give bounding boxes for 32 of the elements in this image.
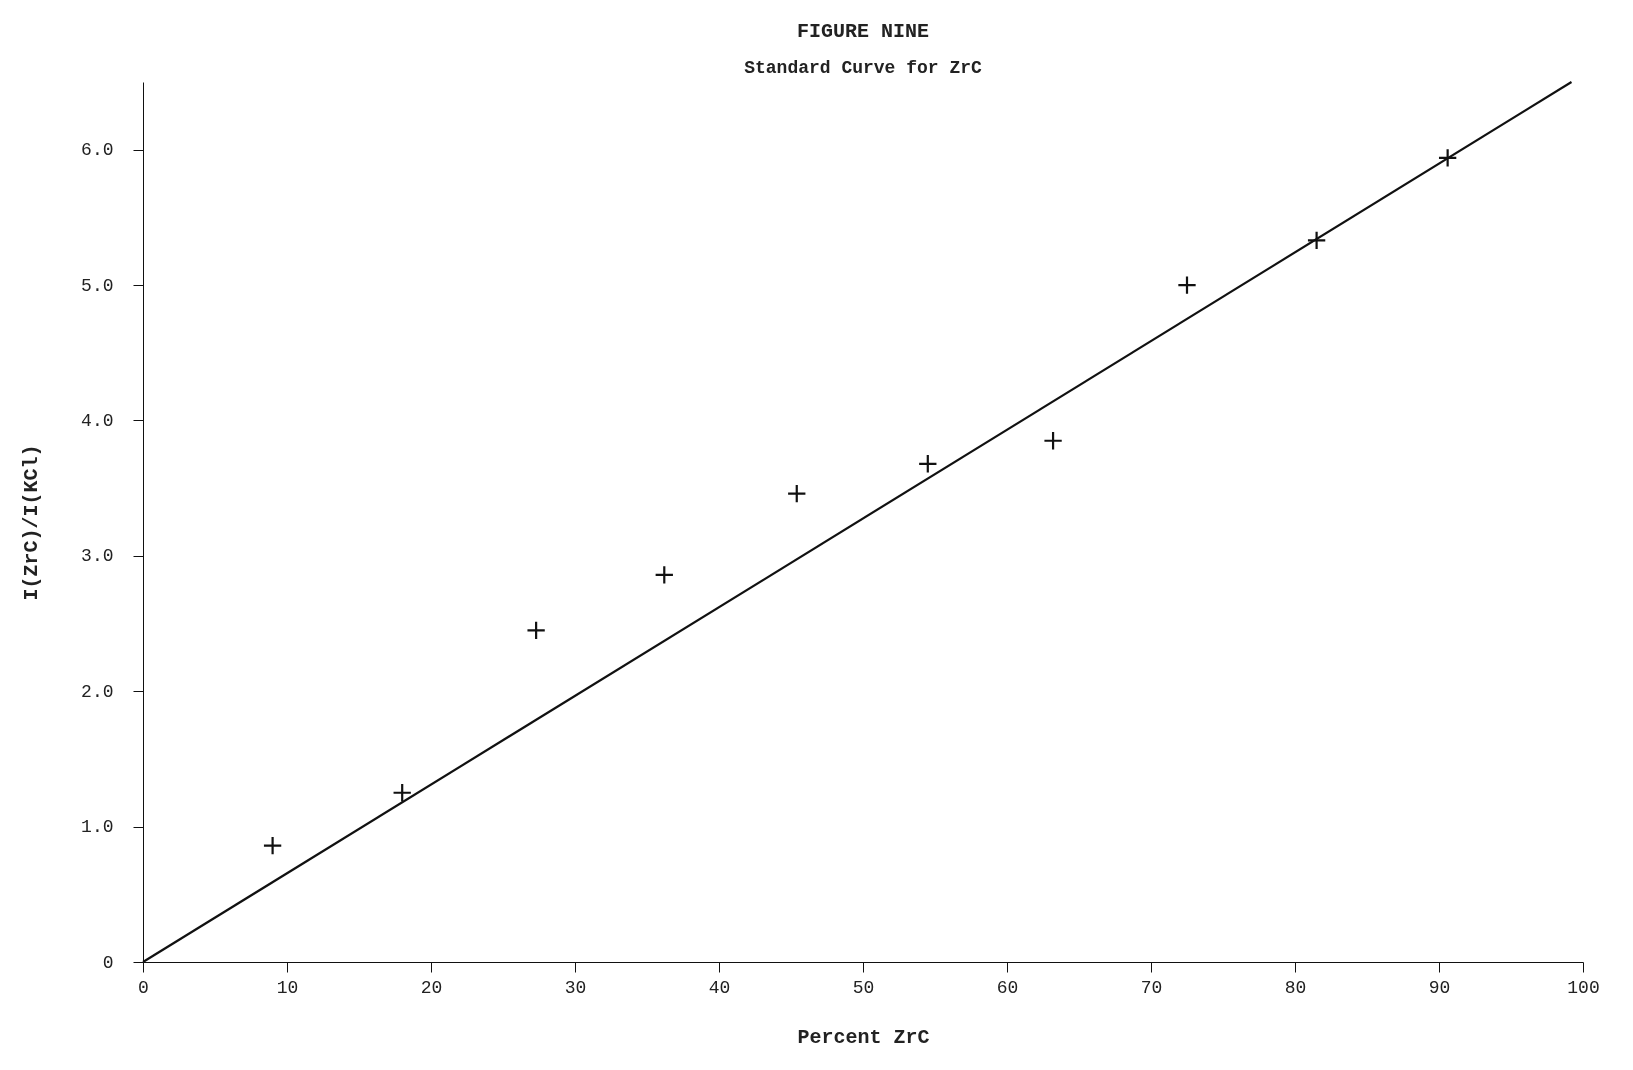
x-tick-label: 10 [276,977,299,998]
x-tick-label: 50 [852,977,875,998]
x-tick-label: 100 [1567,977,1600,998]
point [392,783,412,803]
y-tick-label: 2.0 [81,681,114,702]
x-axis-title: Percent ZrC [797,1025,930,1049]
x-tick-label: 80 [1284,977,1307,998]
point [787,483,807,504]
y-tick-label: 5.0 [81,275,114,296]
y-tick-label: 0 [102,952,114,973]
chart-subtitle: Standard Curve for ZrC [744,57,983,78]
y-tick-label: 3.0 [81,546,114,567]
x-tick-label: 90 [1428,977,1451,998]
y-tick-label: 6.0 [81,140,114,161]
point [1043,431,1063,451]
point [654,565,675,585]
x-tick-label: 70 [1140,977,1163,998]
x-tick-label: 20 [420,977,443,998]
x-tick-label: 60 [996,977,1019,998]
point [918,454,938,474]
y-axis-title: I(ZrC)/I(KCl) [20,444,44,601]
x-tick-label: 40 [708,977,731,998]
point [1177,275,1197,295]
y-tick-label: 1.0 [81,817,114,838]
point [526,620,546,641]
y-tick-label: 4.0 [81,410,114,431]
chart-title: FIGURE NINE [796,19,930,43]
point [1437,148,1458,168]
point [262,835,283,856]
point [1306,230,1327,251]
x-tick-label: 30 [564,977,587,998]
x-tick-label: 0 [138,977,149,998]
